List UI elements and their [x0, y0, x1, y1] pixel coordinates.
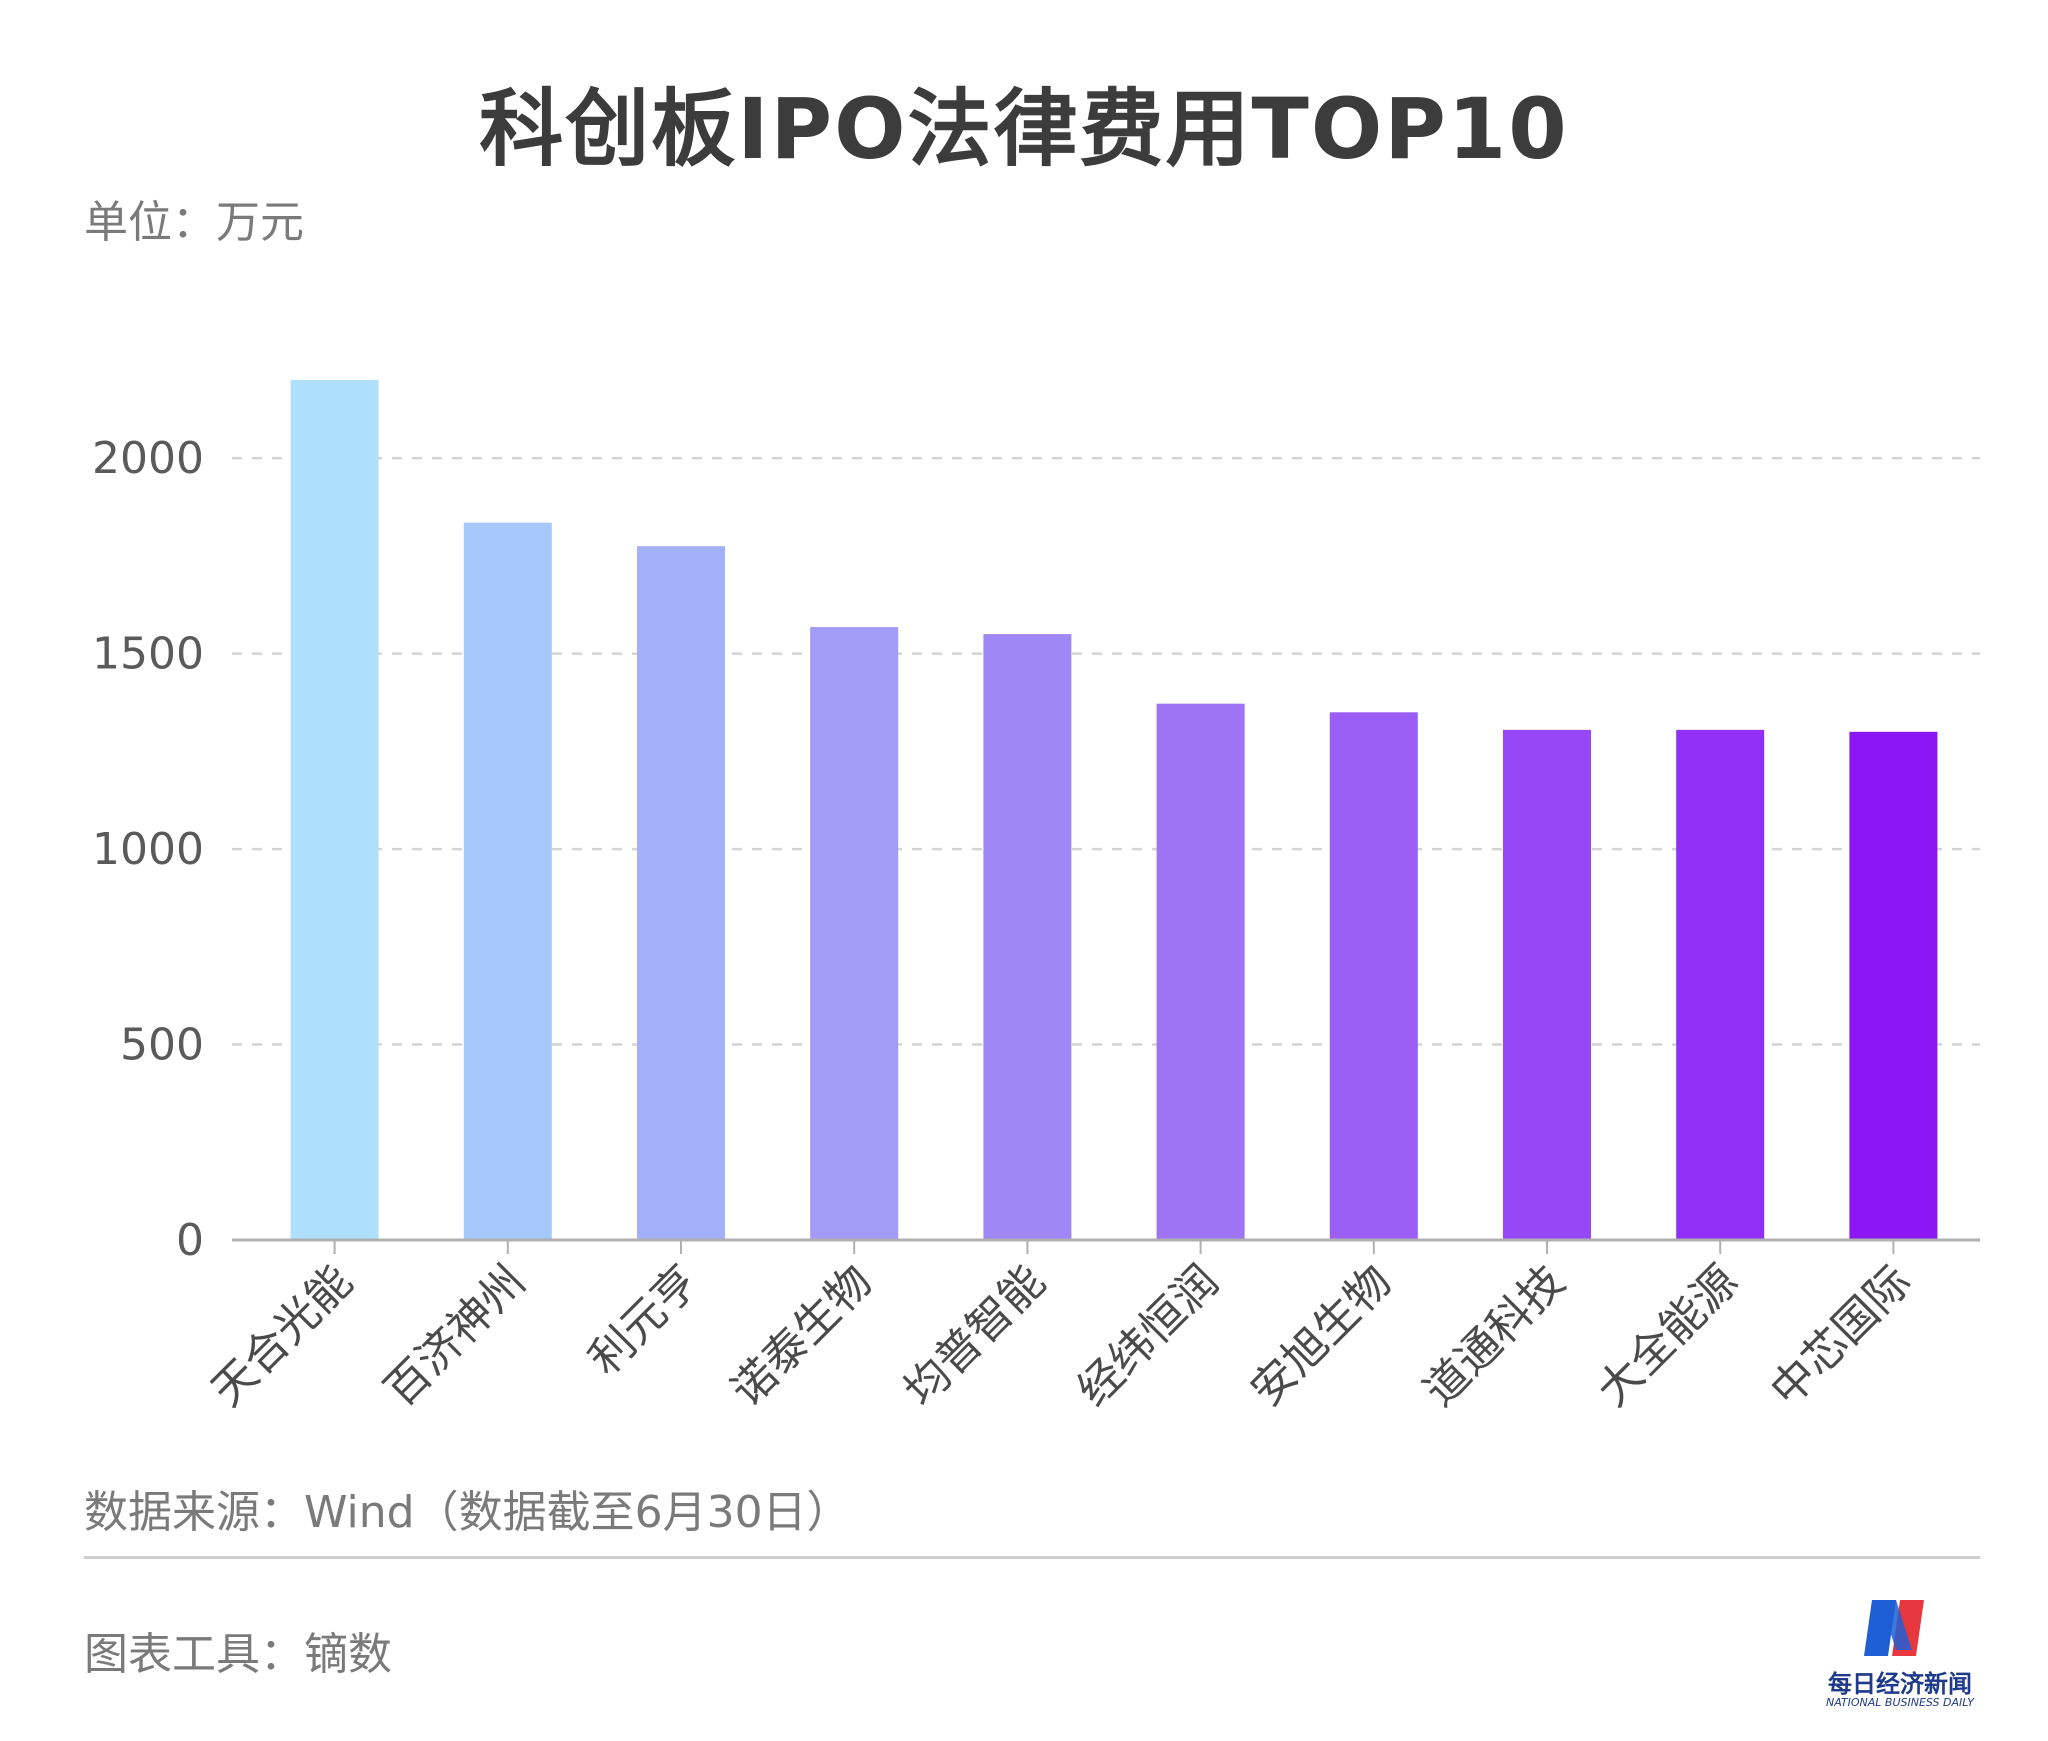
bar — [1503, 729, 1591, 1240]
x-tick-label: 利元亨 — [579, 1256, 708, 1385]
y-tick-label: 2000 — [92, 433, 204, 484]
y-tick-labels: 0 500 1000 1500 2000 — [92, 433, 204, 1266]
x-tick-label: 安旭生物 — [1241, 1256, 1402, 1417]
x-tick-label: 道通科技 — [1414, 1256, 1575, 1417]
chart-title: 科创板IPO法律费用TOP10 — [479, 80, 1569, 178]
x-tick-label: 天合光能 — [202, 1256, 363, 1417]
x-tick-label: 百济神州 — [375, 1256, 536, 1417]
x-tick-label: 大全能源 — [1587, 1256, 1748, 1417]
nbd-logo-icon — [1864, 1600, 1924, 1656]
x-tick-labels: 天合光能 百济神州 利元亨 诺泰生物 均普智能 经纬恒润 安旭生物 道通科技 大全能源 中芯国际 — [202, 1256, 1921, 1417]
x-tick-label: 诺泰生物 — [721, 1256, 882, 1417]
chart-tool: 图表工具：镝数 — [84, 1629, 392, 1680]
unit-label: 单位：万元 — [84, 197, 304, 248]
x-axis — [232, 1238, 1980, 1254]
footer-divider — [84, 1556, 1980, 1559]
bar — [637, 546, 725, 1240]
nbd-logo: 每日经济新闻 NATIONAL BUSINESS DAILY — [1810, 1592, 1990, 1712]
bar-chart: 0 500 1000 1500 2000 天合光能 百济神州 利元亨 诺泰生物 均普智能 经纬恒润… — [92, 380, 1980, 1417]
y-tick-label: 1500 — [92, 629, 204, 680]
y-tick-label: 0 — [176, 1215, 204, 1266]
bar — [1676, 729, 1765, 1240]
y-tick-label: 500 — [120, 1020, 204, 1071]
x-tick-label: 中芯国际 — [1761, 1256, 1922, 1417]
logo-cn-text: 每日经济新闻 — [1828, 1670, 1972, 1698]
x-tick-label: 均普智能 — [895, 1256, 1056, 1417]
bar — [463, 522, 552, 1240]
bar — [1849, 731, 1938, 1240]
logo-en-text: NATIONAL BUSINESS DAILY — [1825, 1696, 1975, 1709]
bars — [290, 380, 1938, 1240]
x-tick-label: 经纬恒润 — [1068, 1256, 1229, 1417]
y-tick-label: 1000 — [92, 824, 204, 875]
bar — [290, 380, 379, 1240]
bar — [1156, 703, 1245, 1240]
data-source: 数据来源：Wind（数据截至6月30日） — [84, 1487, 851, 1538]
bar — [983, 634, 1072, 1240]
bar — [1329, 712, 1418, 1240]
bar — [810, 627, 899, 1240]
